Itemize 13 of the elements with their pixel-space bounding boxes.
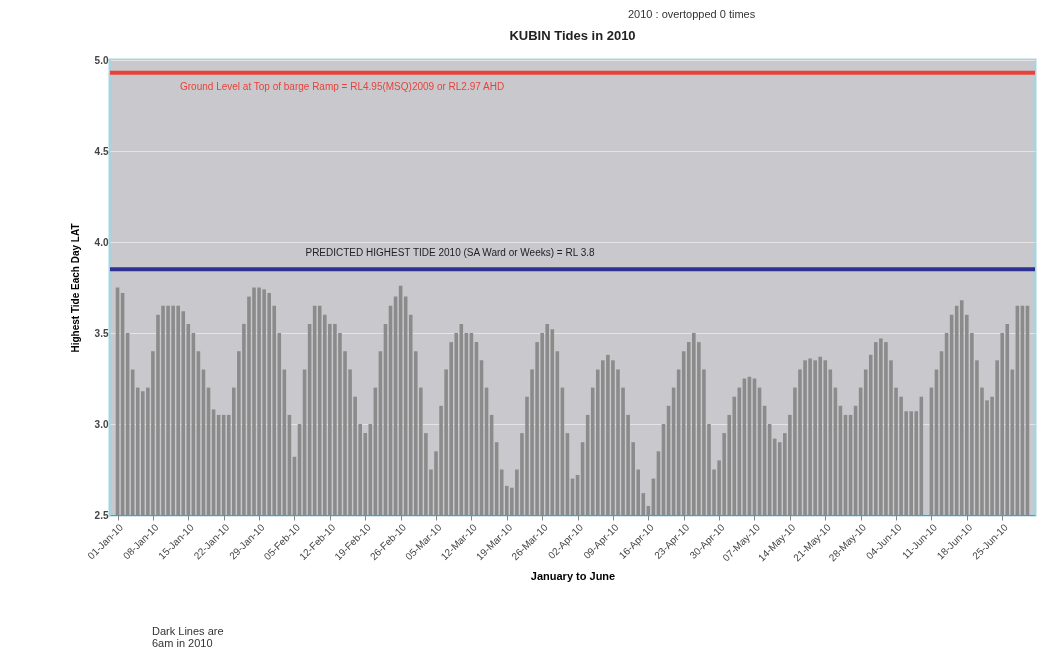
text: 2010 : overtopped 0 times	[628, 8, 756, 20]
y-axis-title: Highest Tide Each Day LAT	[69, 223, 81, 353]
y-tick-label: 5.0	[94, 54, 109, 66]
y-tick-label: 3.0	[94, 418, 109, 430]
y-tick-label: 4.0	[94, 236, 109, 248]
y-tick-label: 4.5	[94, 145, 109, 157]
x-axis-title: January to June	[530, 570, 616, 583]
ref-line-label: Ground Level at Top of barge Ramp = RL4.95(MSQ)2009 or RL2.97 AHD	[180, 80, 505, 92]
y-tick-label: 2.5	[94, 509, 109, 521]
text: Dark Lines are 6am in 2010	[152, 625, 225, 649]
y-tick-label: 3.5	[94, 327, 109, 339]
ref-line-label: PREDICTED HIGHEST TIDE 2010 (SA Ward or Weeks) = RL 3.8	[305, 247, 595, 259]
chart-title: KUBIN Tides in 2010	[509, 28, 636, 43]
